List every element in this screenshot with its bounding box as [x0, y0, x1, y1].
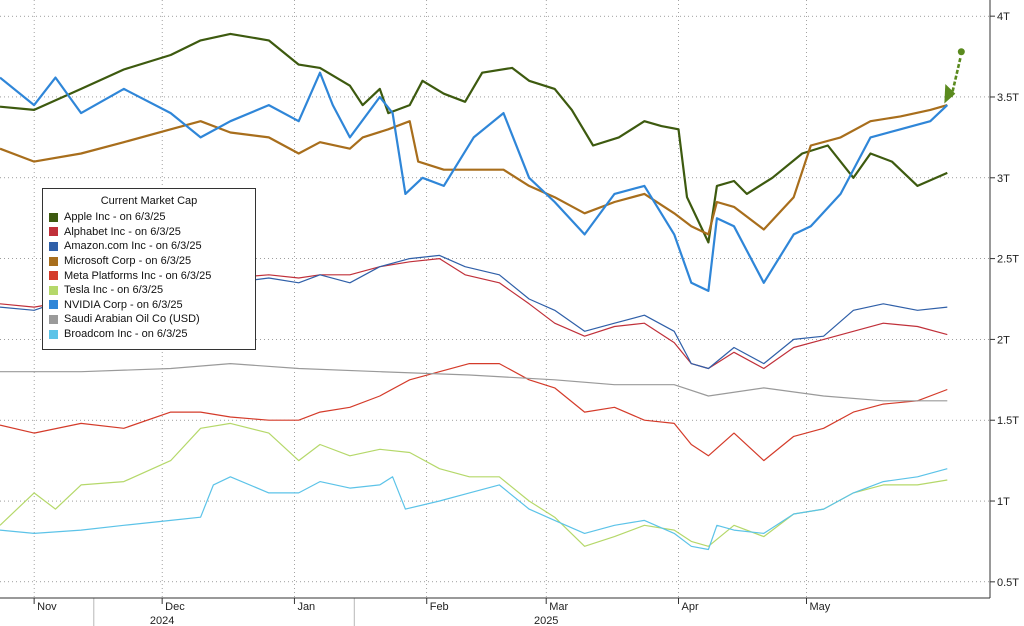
- legend-item: Tesla Inc - on 6/3/25: [49, 283, 249, 298]
- legend-items: Apple Inc - on 6/3/25 Alphabet Inc - on 6…: [49, 210, 249, 341]
- legend-label: Tesla Inc - on 6/3/25: [64, 284, 164, 297]
- legend-label: Broadcom Inc - on 6/3/25: [64, 328, 188, 341]
- y-tick-label: 3T: [997, 173, 1010, 185]
- legend-item: Apple Inc - on 6/3/25: [49, 210, 249, 225]
- legend-label: Amazon.com Inc - on 6/3/25: [64, 240, 202, 253]
- annotation-dot: [957, 48, 965, 56]
- series-line: [0, 32, 948, 244]
- legend-swatch: [49, 300, 58, 310]
- legend-label: Saudi Arabian Oil Co (USD): [64, 313, 200, 326]
- legend-item: Amazon.com Inc - on 6/3/25: [49, 239, 249, 254]
- y-tick-label: 1.5T: [997, 415, 1019, 427]
- legend-item: Broadcom Inc - on 6/3/25: [49, 327, 249, 342]
- series-line: [0, 71, 949, 292]
- legend-swatch: [49, 256, 58, 266]
- legend-title: Current Market Cap: [100, 195, 198, 207]
- legend-swatch: [49, 329, 58, 339]
- legend-label: Apple Inc - on 6/3/25: [64, 211, 166, 224]
- legend-swatch: [49, 227, 58, 237]
- y-tick-label: 2.5T: [997, 254, 1019, 266]
- x-tick-label: Nov: [37, 601, 57, 613]
- legend-label: Microsoft Corp - on 6/3/25: [64, 255, 192, 268]
- annotation-arrow-shaft: [950, 57, 962, 98]
- y-tick-label: 0.5T: [997, 577, 1019, 589]
- series-line: [0, 363, 948, 402]
- legend-label: Meta Platforms Inc - on 6/3/25: [64, 269, 212, 282]
- series-line: [0, 104, 948, 236]
- y-tick-label: 4T: [997, 11, 1010, 23]
- legend-item: Saudi Arabian Oil Co (USD): [49, 312, 249, 327]
- x-tick-label: Mar: [549, 601, 568, 613]
- legend-label: Alphabet Inc - on 6/3/25: [64, 225, 181, 238]
- legend-item: Alphabet Inc - on 6/3/25: [49, 225, 249, 240]
- series-line: [0, 468, 948, 551]
- x-tick-label: Feb: [430, 601, 449, 613]
- y-tick-label: 3.5T: [997, 92, 1019, 104]
- x-tick-label: Dec: [165, 601, 185, 613]
- x-tick-label: May: [810, 601, 831, 613]
- y-tick-label: 1T: [997, 496, 1010, 508]
- y-tick-label: 2T: [997, 334, 1010, 346]
- legend-label: NVIDIA Corp - on 6/3/25: [64, 298, 183, 311]
- legend-item: Meta Platforms Inc - on 6/3/25: [49, 268, 249, 283]
- legend-swatch: [49, 241, 58, 251]
- x-year-label: 2024: [150, 615, 174, 626]
- legend: Current Market Cap Apple Inc - on 6/3/25…: [42, 188, 256, 350]
- legend-swatch: [49, 212, 58, 222]
- x-tick-label: Apr: [681, 601, 698, 613]
- x-year-label: 2025: [534, 615, 558, 626]
- series-line: [0, 422, 948, 547]
- legend-swatch: [49, 271, 58, 281]
- legend-item: Microsoft Corp - on 6/3/25: [49, 254, 249, 269]
- legend-swatch: [49, 314, 58, 324]
- annotation-arrow-head: [944, 84, 956, 104]
- legend-item: NVIDIA Corp - on 6/3/25: [49, 298, 249, 313]
- x-tick-label: Jan: [297, 601, 315, 613]
- series-line: [0, 363, 948, 462]
- legend-swatch: [49, 285, 58, 295]
